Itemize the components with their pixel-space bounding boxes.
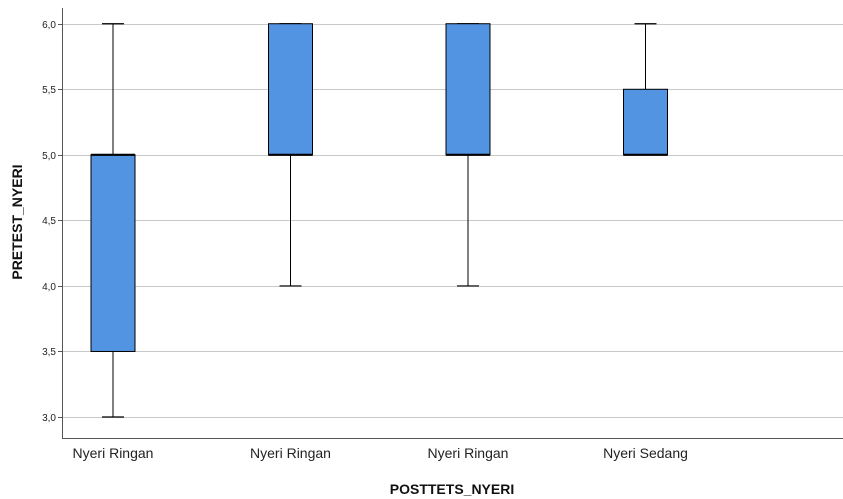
y-tick-label: 6,0 — [42, 20, 56, 31]
x-category-label: Nyeri Ringan — [73, 445, 154, 461]
axes — [58, 8, 843, 439]
iqr-box — [623, 88, 668, 156]
iqr-box — [90, 154, 136, 352]
x-category-label: Nyeri Ringan — [428, 445, 509, 461]
boxes — [90, 23, 668, 418]
y-tick-label: 3,5 — [42, 347, 56, 358]
box-4 — [623, 23, 668, 156]
x-category-label: Nyeri Sedang — [603, 445, 688, 461]
iqr-box — [268, 23, 313, 156]
x-category-label: Nyeri Ringan — [250, 445, 331, 461]
x-axis-title: POSTTETS_NYERI — [390, 481, 514, 497]
y-tick-label: 3,0 — [42, 413, 56, 424]
iqr-box — [445, 23, 491, 156]
y-tick-label: 4,0 — [42, 282, 56, 293]
y-tick-label: 5,5 — [42, 85, 56, 96]
y-tick-label: 5,0 — [42, 151, 56, 162]
y-tick-label: 4,5 — [42, 216, 56, 227]
box-1 — [90, 23, 136, 418]
box-2 — [268, 23, 313, 287]
y-axis-title: PRETEST_NYERI — [9, 164, 25, 279]
labels: 3,0 3,5 4,0 4,5 5,0 5,5 6,0 Nyeri Ringan Nyeri R… — [42, 20, 688, 461]
box-3 — [445, 23, 491, 287]
